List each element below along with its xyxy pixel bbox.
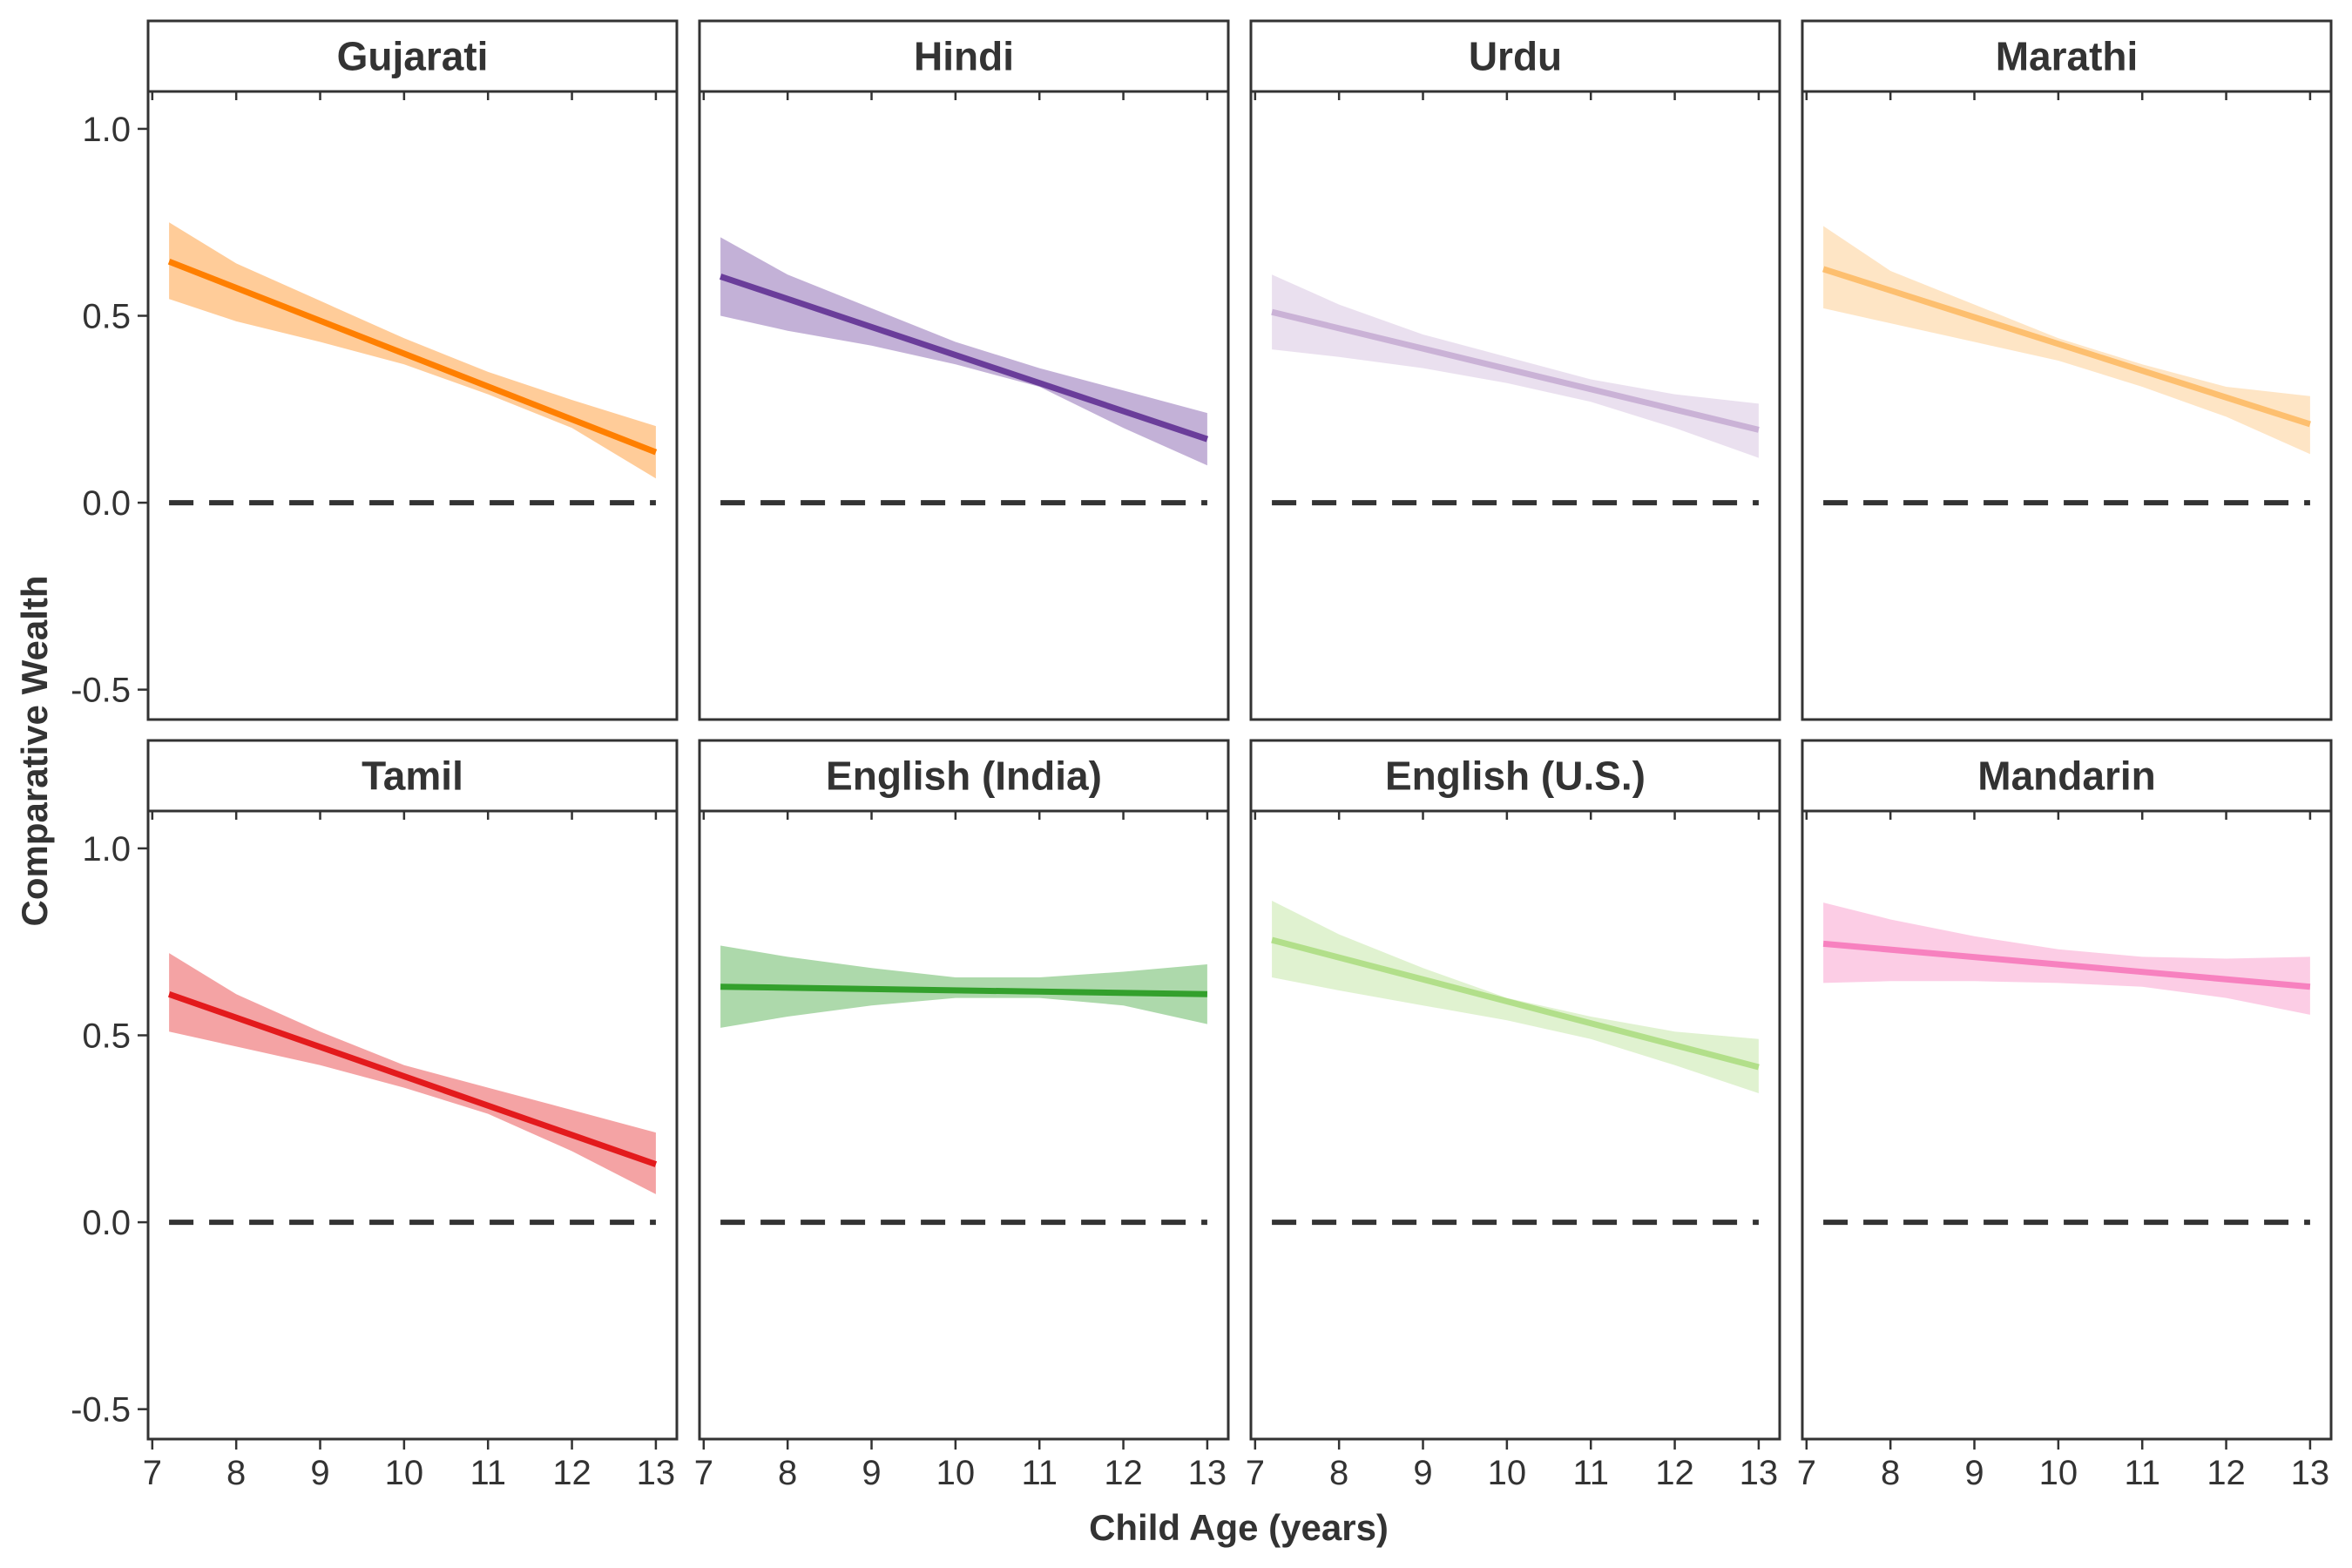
x-tick-label: 13 bbox=[2291, 1454, 2330, 1492]
trend-line bbox=[1271, 308, 1760, 433]
x-tick-label: 10 bbox=[1488, 1454, 1527, 1492]
x-tick-label: 7 bbox=[694, 1454, 713, 1492]
facet-panel: Tamil -0.5 0.0 0.5 1.0 7 8 9 10 11 12 13 bbox=[71, 739, 679, 1492]
panel-border bbox=[1801, 90, 2333, 721]
trend-line bbox=[167, 259, 658, 456]
confidence-band bbox=[169, 222, 656, 479]
facet-strip-label: English (U.S.) bbox=[1385, 754, 1646, 799]
x-tick-label: 11 bbox=[1021, 1454, 1058, 1492]
facet-panel: English (U.S.) 7 8 9 10 11 12 13 bbox=[1246, 739, 1781, 1492]
x-tick-label: 10 bbox=[385, 1454, 424, 1492]
facet-strip-label: Hindi bbox=[914, 34, 1014, 79]
y-tick-label: 1.0 bbox=[82, 111, 131, 149]
x-tick-label: 12 bbox=[552, 1454, 591, 1492]
facet-panel: Mandarin 7 8 9 10 11 12 13 bbox=[1797, 739, 2333, 1492]
confidence-band bbox=[720, 945, 1207, 1028]
x-tick-label: 10 bbox=[2039, 1454, 2078, 1492]
trend-line bbox=[720, 983, 1207, 997]
facet-strip-label: Urdu bbox=[1469, 34, 1562, 79]
panel-border bbox=[1249, 809, 1781, 1441]
facet-strip bbox=[698, 739, 1230, 813]
panel-border bbox=[698, 809, 1230, 1441]
x-tick-label: 8 bbox=[1881, 1454, 1900, 1492]
y-tick-label: 0.5 bbox=[82, 1017, 131, 1056]
trend-line bbox=[1822, 940, 2311, 990]
facet-strip-label: Mandarin bbox=[1977, 754, 2155, 799]
x-tick-label: 11 bbox=[470, 1454, 506, 1492]
facet-strip bbox=[1801, 739, 2333, 813]
facet-panel: Urdu bbox=[1249, 19, 1781, 721]
x-tick-label: 7 bbox=[1246, 1454, 1265, 1492]
facet-panel: Hindi bbox=[698, 19, 1230, 721]
y-tick-label: -0.5 bbox=[71, 672, 131, 710]
x-tick-label: 9 bbox=[862, 1454, 881, 1492]
y-tick-label: -0.5 bbox=[71, 1391, 131, 1429]
facet-panel: English (India) 7 8 9 10 11 12 13 bbox=[694, 739, 1230, 1492]
confidence-band bbox=[1272, 901, 1759, 1093]
y-tick-label: 1.0 bbox=[82, 830, 131, 868]
facet-panel: Gujarati -0.5 0.0 0.5 1.0 bbox=[71, 19, 679, 721]
panel-border bbox=[146, 90, 679, 721]
x-tick-label: 12 bbox=[2207, 1454, 2246, 1492]
x-tick-label: 10 bbox=[936, 1454, 976, 1492]
y-tick-label: 0.0 bbox=[82, 1204, 131, 1242]
confidence-band bbox=[1823, 902, 2310, 1015]
confidence-band bbox=[1823, 226, 2310, 455]
confidence-band bbox=[169, 953, 656, 1194]
panel-border bbox=[698, 90, 1230, 721]
y-tick-label: 0.5 bbox=[82, 298, 131, 336]
facet-strip bbox=[1249, 739, 1781, 813]
facet-strip-label: English (India) bbox=[826, 754, 1102, 799]
x-tick-label: 12 bbox=[1104, 1454, 1143, 1492]
x-tick-label: 13 bbox=[1188, 1454, 1227, 1492]
panel-border bbox=[146, 809, 679, 1441]
confidence-band bbox=[720, 237, 1207, 466]
x-tick-label: 8 bbox=[1329, 1454, 1348, 1492]
y-tick-label: 0.0 bbox=[82, 484, 131, 523]
x-tick-label: 11 bbox=[2124, 1454, 2160, 1492]
x-tick-label: 8 bbox=[226, 1454, 246, 1492]
trend-line bbox=[1271, 936, 1760, 1071]
panel-border bbox=[1801, 809, 2333, 1441]
facet-strip-label: Tamil bbox=[362, 754, 463, 799]
trend-line bbox=[719, 274, 1209, 443]
x-tick-label: 7 bbox=[1797, 1454, 1816, 1492]
facet-strip bbox=[146, 19, 679, 93]
facet-strip bbox=[698, 19, 1230, 93]
x-tick-label: 9 bbox=[310, 1454, 329, 1492]
x-tick-label: 13 bbox=[1740, 1454, 1779, 1492]
x-tick-label: 12 bbox=[1655, 1454, 1694, 1492]
facet-strip-label: Marathi bbox=[1996, 34, 2139, 79]
trend-line bbox=[1822, 266, 2311, 428]
x-axis-title: Child Age (years) bbox=[1089, 1507, 1389, 1548]
x-tick-label: 9 bbox=[1413, 1454, 1432, 1492]
facet-panels: Gujarati -0.5 0.0 0.5 1.0 Hindi Urdu Marathi Tam… bbox=[71, 19, 2333, 1492]
facet-panel: Marathi bbox=[1801, 19, 2333, 721]
facet-strip bbox=[146, 739, 679, 813]
x-tick-label: 13 bbox=[637, 1454, 676, 1492]
facet-strip bbox=[1801, 19, 2333, 93]
panel-border bbox=[1249, 90, 1781, 721]
y-axis-title: Comparative Wealth bbox=[14, 576, 55, 927]
trend-line bbox=[167, 990, 658, 1167]
x-tick-label: 7 bbox=[143, 1454, 162, 1492]
facet-strip bbox=[1249, 19, 1781, 93]
facet-strip-label: Gujarati bbox=[337, 34, 489, 79]
x-tick-label: 9 bbox=[1964, 1454, 1984, 1492]
confidence-band bbox=[1272, 274, 1759, 458]
x-tick-label: 8 bbox=[778, 1454, 797, 1492]
x-tick-label: 11 bbox=[1572, 1454, 1609, 1492]
